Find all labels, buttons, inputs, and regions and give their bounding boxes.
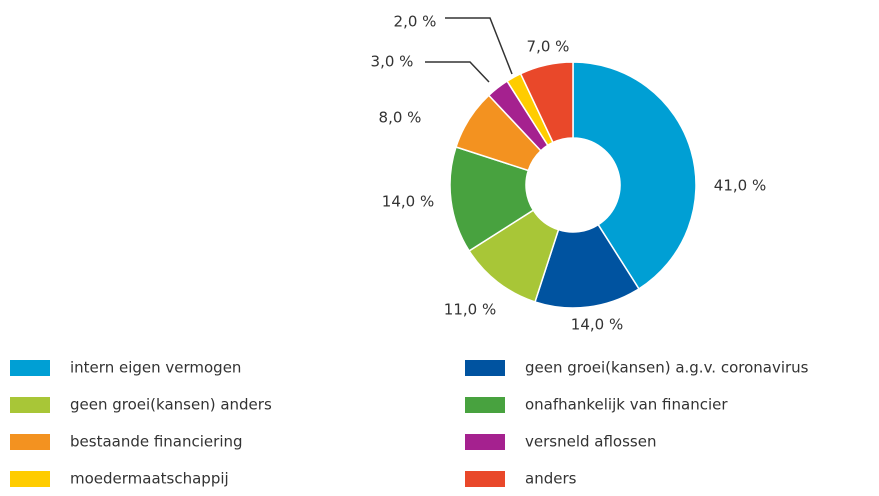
legend-label: anders bbox=[525, 470, 577, 488]
data-label: 14,0 % bbox=[571, 316, 623, 334]
data-label: 7,0 % bbox=[527, 38, 570, 56]
data-label: 41,0 % bbox=[714, 177, 766, 195]
legend-label: bestaande financiering bbox=[70, 433, 243, 451]
legend-label: geen groei(kansen) a.g.v. coronavirus bbox=[525, 359, 809, 377]
legend-swatch bbox=[10, 434, 50, 450]
legend-swatch bbox=[465, 434, 505, 450]
legend-label: moedermaatschappij bbox=[70, 470, 229, 488]
data-label: 3,0 % bbox=[371, 53, 414, 71]
legend-label: geen groei(kansen) anders bbox=[70, 396, 272, 414]
data-label: 2,0 % bbox=[394, 13, 437, 31]
legend-swatch bbox=[465, 471, 505, 487]
legend-label: onafhankelijk van financier bbox=[525, 396, 728, 414]
data-label: 14,0 % bbox=[382, 193, 434, 211]
legend-swatch bbox=[10, 397, 50, 413]
legend-swatch bbox=[465, 397, 505, 413]
legend-swatch bbox=[465, 360, 505, 376]
data-label: 11,0 % bbox=[444, 301, 496, 319]
leader-line bbox=[445, 17, 513, 75]
data-label: 8,0 % bbox=[379, 109, 422, 127]
legend-label: versneld aflossen bbox=[525, 433, 656, 451]
leader-line bbox=[425, 61, 490, 83]
legend-swatch bbox=[10, 360, 50, 376]
legend-label: intern eigen vermogen bbox=[70, 359, 241, 377]
donut-slice bbox=[519, 61, 574, 144]
legend-swatch bbox=[10, 471, 50, 487]
